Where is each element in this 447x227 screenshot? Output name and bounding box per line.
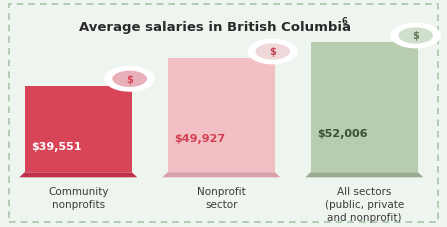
Text: $52,006: $52,006 — [317, 129, 368, 139]
Text: $49,927: $49,927 — [174, 133, 225, 143]
Circle shape — [397, 27, 434, 46]
Polygon shape — [162, 173, 280, 178]
Text: All sectors
(public, private
and nonprofit): All sectors (public, private and nonprof… — [325, 187, 404, 222]
Text: Nonprofit
sector: Nonprofit sector — [197, 187, 246, 209]
Text: 6: 6 — [342, 17, 348, 26]
FancyBboxPatch shape — [25, 86, 132, 173]
FancyBboxPatch shape — [311, 43, 418, 173]
Text: Average salaries in British Columbia: Average salaries in British Columbia — [79, 20, 350, 33]
Circle shape — [104, 67, 155, 92]
Circle shape — [254, 43, 291, 62]
Text: $: $ — [412, 31, 419, 41]
Circle shape — [390, 23, 441, 49]
Text: $39,551: $39,551 — [31, 142, 82, 152]
Text: $: $ — [126, 74, 133, 84]
Circle shape — [247, 39, 298, 65]
FancyBboxPatch shape — [168, 59, 275, 173]
Circle shape — [111, 70, 148, 89]
Polygon shape — [305, 173, 423, 178]
Polygon shape — [19, 173, 137, 178]
Text: $: $ — [269, 47, 276, 57]
Text: Community
nonprofits: Community nonprofits — [48, 187, 109, 209]
